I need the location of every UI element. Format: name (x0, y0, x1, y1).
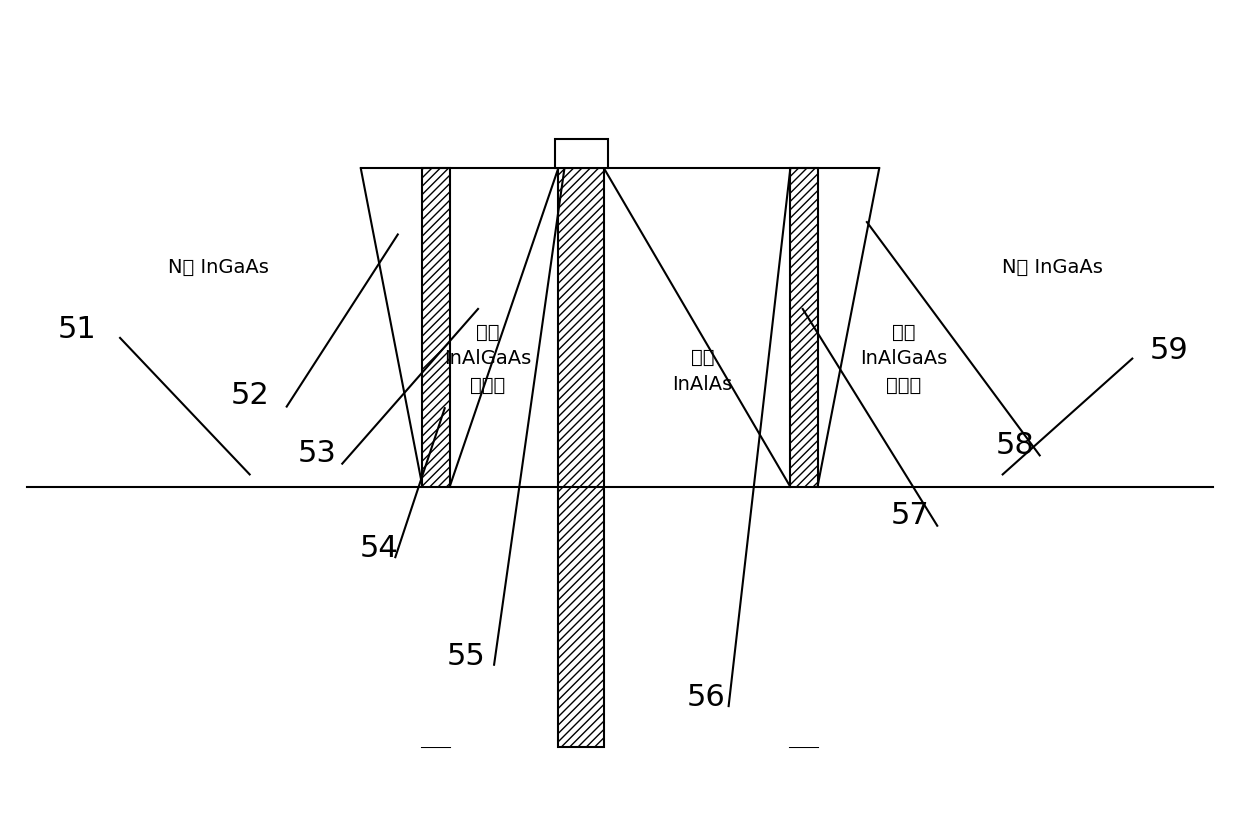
Polygon shape (790, 168, 817, 747)
Text: 非掺
InAlAs: 非掺 InAlAs (672, 348, 733, 394)
Text: 53: 53 (298, 439, 337, 468)
Text: 非掺
InAlGaAs
渐变层: 非掺 InAlGaAs 渐变层 (444, 322, 532, 395)
Text: 非掺
InAlGaAs
渐变层: 非掺 InAlGaAs 渐变层 (861, 322, 947, 395)
Text: 52: 52 (231, 382, 269, 411)
Text: 59: 59 (1149, 336, 1189, 365)
Text: N型 InGaAs: N型 InGaAs (1002, 258, 1102, 277)
Polygon shape (558, 168, 604, 747)
Bar (784, 486, 823, 747)
Bar (554, 139, 608, 168)
Text: 54: 54 (360, 535, 398, 563)
Bar (417, 486, 456, 747)
Text: 55: 55 (446, 642, 485, 671)
Polygon shape (423, 168, 450, 747)
Text: 57: 57 (890, 501, 930, 531)
Text: N型 InGaAs: N型 InGaAs (169, 258, 269, 277)
Text: 56: 56 (687, 683, 725, 712)
Text: 51: 51 (57, 315, 97, 344)
Text: 58: 58 (996, 431, 1034, 460)
